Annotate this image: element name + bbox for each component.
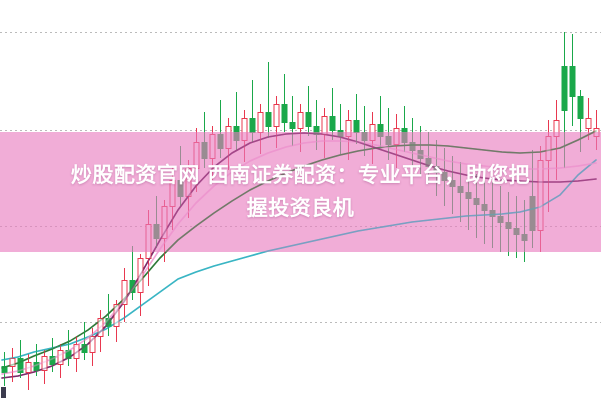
candle xyxy=(281,74,288,132)
candle-body xyxy=(561,66,568,111)
candle-body xyxy=(105,318,112,327)
candle-body xyxy=(569,66,576,97)
candle xyxy=(329,88,336,140)
candle-body xyxy=(9,358,16,367)
candle-body xyxy=(41,356,48,371)
candle-body xyxy=(281,104,288,123)
candle xyxy=(121,268,128,322)
candle-body xyxy=(273,104,280,127)
candle xyxy=(41,350,48,384)
candle-body xyxy=(1,366,8,373)
ma-line-1 xyxy=(1,130,597,369)
candle xyxy=(33,344,40,376)
candle xyxy=(105,294,112,336)
candle-body xyxy=(73,344,80,359)
candle-body xyxy=(89,336,96,353)
candle-body xyxy=(25,362,32,373)
candle-body xyxy=(585,118,592,129)
candle xyxy=(57,344,64,378)
candle-body xyxy=(57,350,64,365)
candle xyxy=(113,300,120,342)
candle xyxy=(129,246,136,300)
banner-band-rect xyxy=(0,132,601,252)
candle xyxy=(569,34,576,126)
candle-body xyxy=(121,280,128,305)
candle xyxy=(73,336,80,372)
corner-watermark-mark xyxy=(1,387,6,398)
candle-body xyxy=(65,350,72,359)
candle-body xyxy=(289,122,296,129)
banner-band xyxy=(0,132,601,252)
candle xyxy=(65,330,72,366)
candle xyxy=(49,338,56,372)
candle xyxy=(17,340,24,378)
candle-body xyxy=(265,112,272,127)
candle xyxy=(25,354,32,390)
candle xyxy=(1,352,8,386)
candle-body xyxy=(129,280,136,293)
candle-body xyxy=(305,112,312,127)
candle-body xyxy=(249,118,256,133)
candle xyxy=(89,328,96,366)
candle-body xyxy=(97,318,104,337)
candle-body xyxy=(137,258,144,293)
candle-body xyxy=(33,362,40,371)
candle-body xyxy=(329,116,336,131)
candle-body xyxy=(113,304,120,327)
candle xyxy=(9,348,16,382)
candle-body xyxy=(577,96,584,119)
candle xyxy=(137,254,144,316)
ma-line-3 xyxy=(1,132,597,379)
ma-line-0 xyxy=(1,159,597,361)
candle xyxy=(97,310,104,352)
candle xyxy=(81,322,88,360)
candle-body xyxy=(17,358,24,373)
moving-average-lines-overlay xyxy=(1,130,597,379)
candle xyxy=(265,62,272,138)
candle-body xyxy=(353,120,360,133)
candle-body xyxy=(49,356,56,365)
candle-body xyxy=(321,116,328,135)
candle-body xyxy=(297,112,304,129)
candle-body xyxy=(81,344,88,353)
ma-line-2 xyxy=(1,140,597,375)
candle-body xyxy=(257,112,264,133)
candle xyxy=(305,86,312,136)
